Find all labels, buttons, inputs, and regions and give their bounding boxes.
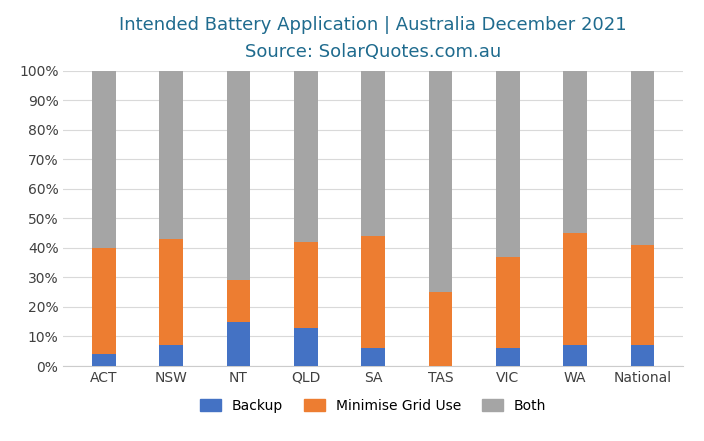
Bar xyxy=(361,71,385,236)
Bar xyxy=(563,233,587,345)
Bar xyxy=(227,71,250,280)
Bar xyxy=(631,345,654,366)
Bar xyxy=(496,257,520,348)
Bar xyxy=(294,71,318,242)
Bar xyxy=(294,242,318,328)
Bar xyxy=(361,348,385,366)
Bar xyxy=(496,348,520,366)
Legend: Backup, Minimise Grid Use, Both: Backup, Minimise Grid Use, Both xyxy=(194,393,552,418)
Bar xyxy=(92,71,115,248)
Bar xyxy=(361,236,385,348)
Bar xyxy=(294,328,318,366)
Bar xyxy=(496,71,520,257)
Bar xyxy=(92,248,115,354)
Bar xyxy=(227,280,250,322)
Bar xyxy=(159,345,183,366)
Bar xyxy=(631,245,654,345)
Bar xyxy=(159,71,183,239)
Bar xyxy=(92,354,115,366)
Bar xyxy=(563,71,587,233)
Bar xyxy=(631,71,654,245)
Bar xyxy=(429,71,452,292)
Bar xyxy=(429,292,452,366)
Bar xyxy=(227,322,250,366)
Bar xyxy=(563,345,587,366)
Title: Intended Battery Application | Australia December 2021
Source: SolarQuotes.com.a: Intended Battery Application | Australia… xyxy=(119,16,627,61)
Bar xyxy=(159,239,183,345)
